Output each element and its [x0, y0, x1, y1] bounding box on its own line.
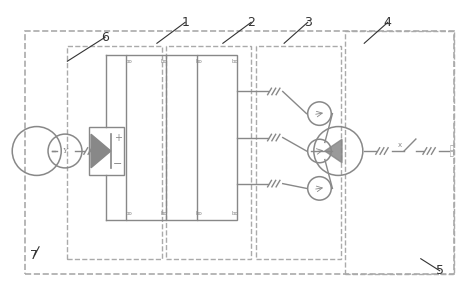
Text: bo: bo: [125, 59, 132, 64]
Text: bo: bo: [196, 59, 203, 64]
Text: bo: bo: [125, 211, 132, 216]
Text: bo: bo: [161, 59, 167, 64]
Text: 市
电: 市 电: [450, 145, 454, 157]
Text: 6: 6: [101, 31, 109, 44]
Text: 1: 1: [181, 16, 189, 29]
Text: +: +: [114, 133, 121, 143]
Polygon shape: [91, 134, 111, 168]
Text: 4: 4: [384, 16, 392, 29]
Text: Y: Y: [63, 147, 67, 155]
Text: bo: bo: [196, 211, 203, 216]
Text: 2: 2: [247, 16, 255, 29]
Text: 3: 3: [304, 16, 311, 29]
Text: bo: bo: [231, 211, 238, 216]
Text: x: x: [398, 142, 402, 147]
Text: 5: 5: [436, 264, 444, 277]
Text: −: −: [113, 159, 122, 169]
Text: 7: 7: [30, 249, 38, 262]
Polygon shape: [325, 139, 342, 163]
Text: bo: bo: [161, 211, 167, 216]
Text: bo: bo: [231, 59, 238, 64]
